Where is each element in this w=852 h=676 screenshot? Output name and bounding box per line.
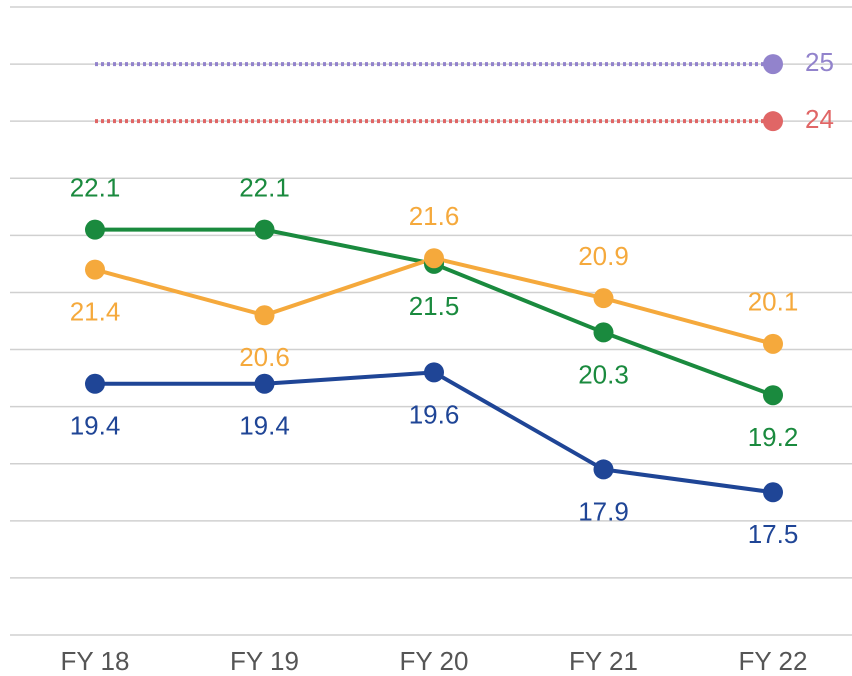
value-label: 19.2 xyxy=(748,422,799,452)
reference-dot xyxy=(763,54,783,75)
value-label: 17.9 xyxy=(578,496,629,526)
point xyxy=(85,259,105,280)
value-label: 21.4 xyxy=(70,296,121,326)
point xyxy=(593,322,614,343)
value-label: 20.6 xyxy=(239,342,290,372)
value-label: 20.9 xyxy=(578,241,629,271)
value-label: 20.1 xyxy=(748,287,799,317)
point xyxy=(254,373,275,394)
value-label: 22.1 xyxy=(70,173,121,203)
x-tick-label: FY 18 xyxy=(61,646,130,676)
point xyxy=(254,219,275,240)
value-label: 21.5 xyxy=(409,291,460,321)
point xyxy=(424,248,444,269)
value-label: 19.4 xyxy=(70,411,121,441)
point xyxy=(763,333,783,354)
x-tick-label: FY 19 xyxy=(230,646,299,676)
value-label: 20.3 xyxy=(578,359,629,389)
value-label: 22.1 xyxy=(239,173,290,203)
reference-dot xyxy=(763,111,783,132)
x-tick-label: FY 21 xyxy=(569,646,638,676)
point xyxy=(593,459,614,480)
point xyxy=(85,373,105,394)
series-line xyxy=(95,370,774,495)
reference-label: 25 xyxy=(805,47,834,77)
point xyxy=(424,362,444,383)
value-label: 19.6 xyxy=(409,399,460,429)
point xyxy=(763,385,783,406)
value-label: 21.6 xyxy=(409,201,460,231)
point xyxy=(593,288,614,309)
point xyxy=(763,482,783,503)
point xyxy=(254,305,275,326)
value-label: 19.4 xyxy=(239,411,290,441)
point xyxy=(85,219,105,240)
value-label: 17.5 xyxy=(748,519,799,549)
x-tick-label: FY 22 xyxy=(739,646,808,676)
x-tick-label: FY 20 xyxy=(400,646,469,676)
reference-label: 24 xyxy=(805,104,834,134)
